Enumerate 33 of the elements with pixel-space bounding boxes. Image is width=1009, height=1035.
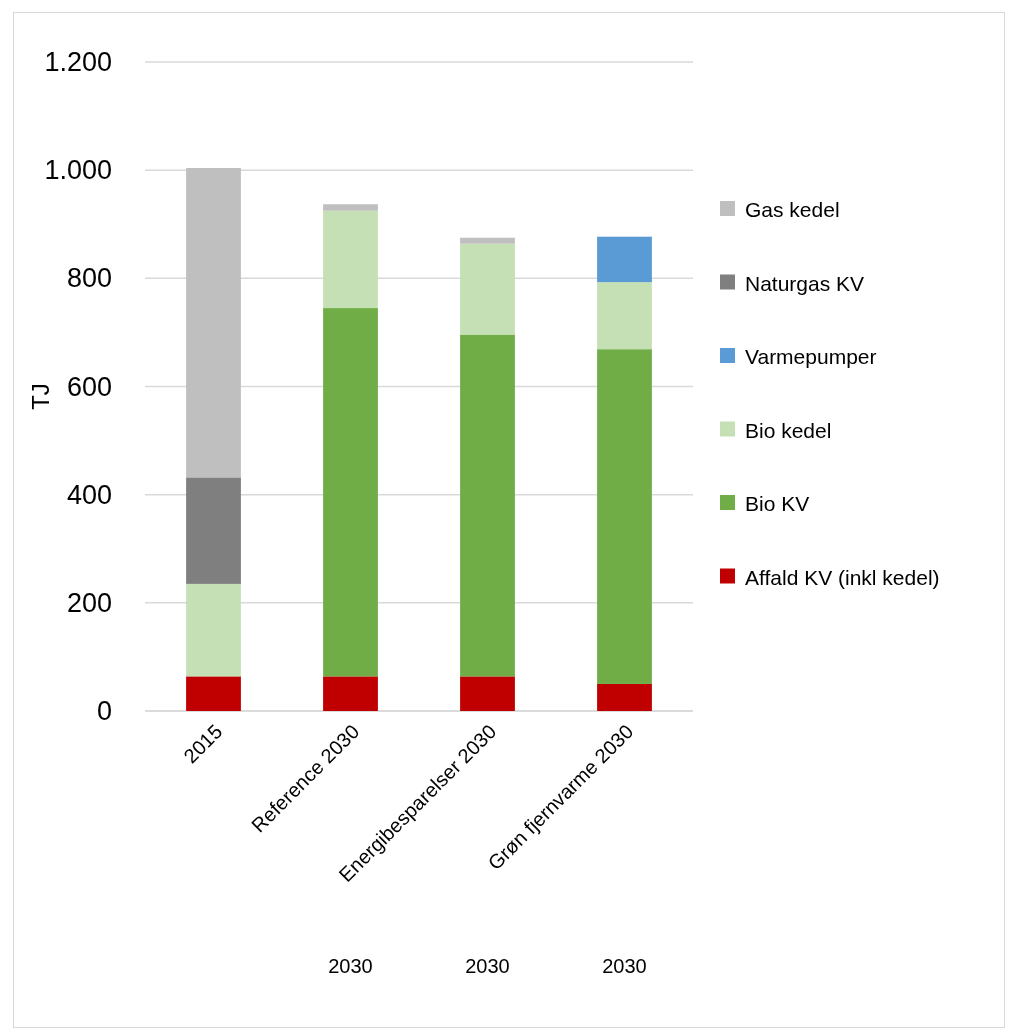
bar <box>323 210 378 309</box>
y-tick-label: 600 <box>66 371 112 402</box>
bar <box>597 683 652 711</box>
y-tick-label: 200 <box>66 587 112 618</box>
y-tick-label: 400 <box>66 479 112 510</box>
bar <box>186 583 241 677</box>
bar <box>186 168 241 478</box>
y-tick-label: 1.000 <box>44 155 112 186</box>
bar <box>597 349 652 684</box>
legend-label: Bio KV <box>745 491 810 515</box>
bar <box>186 676 241 711</box>
bar <box>323 308 378 677</box>
legend-label: Naturgas KV <box>745 271 865 294</box>
legend-label: Varmepumper <box>745 344 877 368</box>
text: 2030 <box>602 955 647 978</box>
y-axis-title: TJ <box>26 383 54 410</box>
bar <box>460 237 515 244</box>
y-tick-label: 0 <box>96 696 112 726</box>
bar <box>460 676 515 711</box>
bar <box>597 282 652 350</box>
legend-label: Gas kedel <box>745 197 840 221</box>
y-tick-label: 800 <box>66 263 112 294</box>
legend-label: Affald KV (inkl kedel) <box>745 565 940 588</box>
legend-label: Bio kedel <box>745 418 832 441</box>
text: 2030 <box>328 955 373 978</box>
y-tick-label: 1.200 <box>44 47 112 77</box>
bar <box>323 676 378 711</box>
bar <box>597 236 652 283</box>
text: 2030 <box>465 955 510 978</box>
bar <box>460 243 515 335</box>
bar <box>323 204 378 211</box>
bar <box>186 477 241 584</box>
bar <box>460 334 515 677</box>
